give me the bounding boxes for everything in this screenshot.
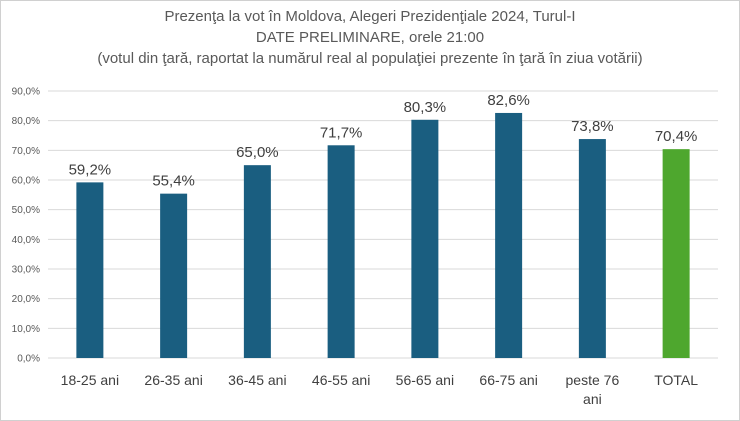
y-tick-label: 20,0% [12,294,40,305]
y-tick-label: 10,0% [12,324,40,335]
chart-titles: Prezenţa la vot în Moldova, Alegeri Prez… [0,6,740,69]
y-tick-label: 80,0% [12,116,40,127]
bar-46-55-ani [327,145,355,358]
chart-subtitle: DATE PRELIMINARE, orele 21:00 [255,29,485,46]
bar-total [662,149,690,358]
chart-title: Prezenţa la vot în Moldova, Alegeri Prez… [164,8,576,25]
y-tick-label: 40,0% [12,235,40,246]
y-tick-label: 90,0% [12,87,40,98]
y-tick-label: 60,0% [12,176,40,187]
x-tick-label: 18-25 ani [61,372,119,388]
data-labels: 59,2% 55,4% 65,0% 71,7% 80,3% 82,6% 73,8% 70,4% [69,92,698,190]
x-tick-label: 26-35 ani [144,372,202,388]
x-tick-label: 46-55 ani [312,372,370,388]
x-tick-label: peste 76 ani [566,372,620,407]
data-label: 80,3% [404,99,447,116]
data-label: 55,4% [152,173,195,190]
gridlines [48,90,718,359]
bar-56-65-ani [411,119,439,358]
x-tick-label: 56-65 ani [396,372,454,388]
data-label: 71,7% [320,124,363,141]
y-tick-label: 30,0% [12,265,40,276]
y-tick-label: 70,0% [12,146,40,157]
bar-26-35-ani [160,193,188,358]
bars [76,112,690,358]
bar-18-25-ani [76,182,104,358]
bar-36-45-ani [243,165,271,358]
bar-peste-76-ani [578,139,606,358]
data-label: 73,8% [571,118,614,135]
chart-subtitle-2: (votul din ţară, raportat la numărul rea… [97,50,643,67]
y-tick-label: 50,0% [12,205,40,216]
x-tick-label: TOTAL [654,372,698,388]
data-label: 65,0% [236,144,279,161]
y-tick-label: 0,0% [17,354,40,365]
data-label: 59,2% [69,161,112,178]
x-axis-labels: 18-25 ani 26-35 ani 36-45 ani 46-55 ani 56-6… [61,372,699,407]
data-label: 70,4% [655,128,698,145]
y-axis-ticks: 0,0% 10,0% 20,0% 30,0% 40,0% 50,0% 60,0% 70,0% 8… [12,87,40,365]
x-tick-label: 66-75 ani [479,372,537,388]
bar-66-75-ani [495,112,523,358]
data-label: 82,6% [487,92,530,109]
x-tick-label: 36-45 ani [228,372,286,388]
